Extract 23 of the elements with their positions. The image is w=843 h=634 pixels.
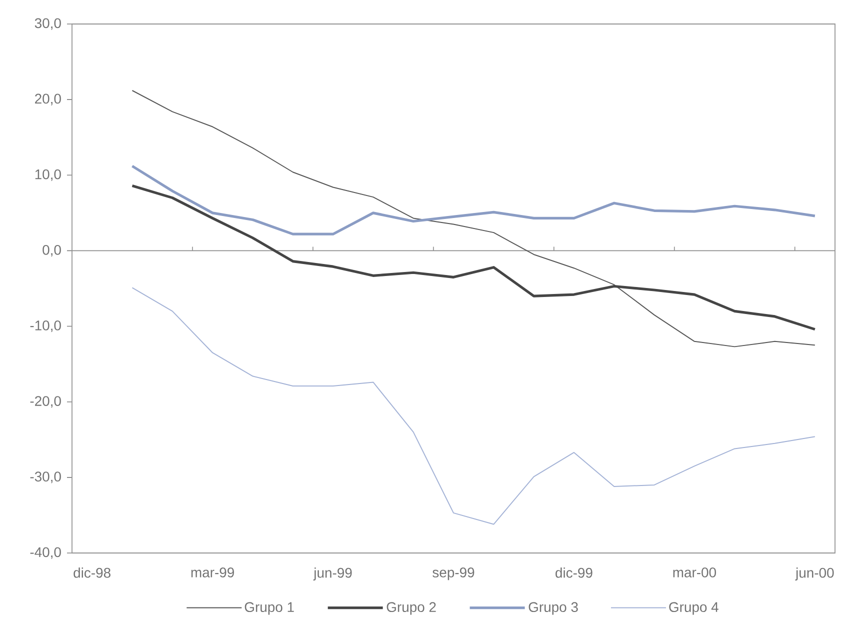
y-tick-label: 0,0 bbox=[42, 244, 61, 256]
x-tick-label: dic-99 bbox=[556, 568, 592, 578]
line-series bbox=[132, 287, 816, 525]
y-tick-label: 30,0 bbox=[34, 18, 61, 30]
legend-label: Grupo 4 bbox=[669, 602, 718, 615]
y-tick-label: -40,0 bbox=[30, 547, 61, 559]
y-tick-label: 20,0 bbox=[35, 94, 61, 106]
y-tick-label: 10,0 bbox=[35, 169, 61, 181]
x-tick-label: mar-99 bbox=[191, 568, 234, 578]
legend-label: Grupo 1 bbox=[244, 602, 294, 615]
x-tick-label: jun-00 bbox=[795, 568, 834, 581]
x-tick-label: mar-00 bbox=[673, 568, 716, 578]
line-series bbox=[130, 184, 816, 331]
line-series bbox=[130, 164, 816, 236]
x-tick-label: dic-98 bbox=[74, 568, 110, 578]
line-series bbox=[132, 90, 816, 348]
x-tick-label: sep-99 bbox=[432, 568, 474, 580]
y-tick-label: -20,0 bbox=[30, 396, 61, 408]
y-tick-label: -30,0 bbox=[30, 472, 61, 484]
legend-label: Grupo 2 bbox=[386, 602, 436, 615]
legend-label: Grupo 3 bbox=[528, 602, 578, 615]
x-tick-label: jun-99 bbox=[313, 568, 352, 581]
y-tick-label: -10,0 bbox=[30, 320, 61, 332]
